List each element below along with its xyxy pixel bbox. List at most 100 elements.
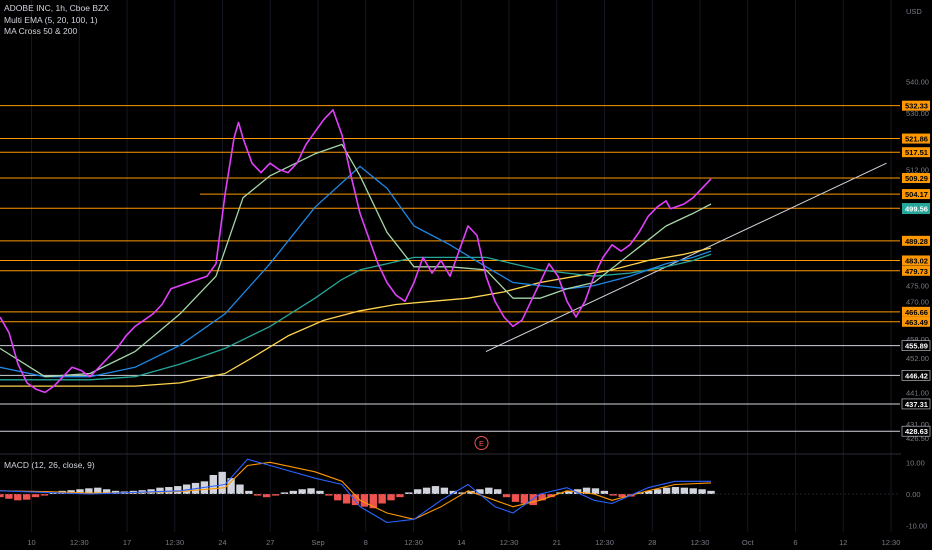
price-level-tag[interactable] <box>901 425 931 437</box>
price-level-tag-label: 532.33 <box>905 102 928 111</box>
macd-histogram-bar <box>209 475 217 494</box>
price-level-tag[interactable] <box>901 340 931 351</box>
earnings-marker-icon[interactable] <box>474 436 489 450</box>
macd-histogram-bar <box>369 494 377 509</box>
price-level-tag-label: 428.63 <box>905 427 928 436</box>
time-axis-tick-label: 21 <box>553 538 561 547</box>
macd-histogram-bar <box>94 487 102 494</box>
macd-histogram-bar <box>236 484 244 494</box>
trendline[interactable] <box>485 162 887 353</box>
price-axis-tick-label: 458.00 <box>906 335 929 344</box>
macd-histogram-bar <box>689 488 697 494</box>
macd-axis-tick-label: 0.00 <box>906 490 921 499</box>
price-level-tag-label: 479.73 <box>905 267 928 276</box>
time-axis-tick-label: 12 <box>839 538 847 547</box>
macd-axis-tick-label: -10.00 <box>906 522 927 531</box>
price-axis-tick-label: 470.00 <box>906 297 929 306</box>
price-level-tag[interactable] <box>902 133 930 144</box>
macd-histogram-bar <box>182 484 191 494</box>
macd-histogram-bar <box>476 489 484 494</box>
macd-histogram-bar <box>156 487 164 494</box>
macd-histogram-bar <box>334 494 342 501</box>
price-axis-tick-label: 540.00 <box>906 78 929 87</box>
macd-histogram-bar <box>422 487 431 494</box>
price-level-tag[interactable] <box>901 370 931 381</box>
time-axis-tick-label: 12:30 <box>595 538 614 547</box>
macd-histogram-bar <box>289 490 297 494</box>
macd-histogram-bar <box>298 489 306 494</box>
macd-histogram-bar <box>245 490 253 494</box>
time-axis-tick-label: Sep <box>311 538 324 547</box>
macd-histogram-bar <box>653 489 662 494</box>
macd-histogram-bar <box>707 490 715 494</box>
macd-histogram-bar <box>271 494 280 496</box>
price-level-tag[interactable] <box>902 255 930 266</box>
macd-histogram-bar <box>502 494 511 498</box>
time-axis-tick-label: 28 <box>648 538 656 547</box>
price-level-tag-label: 455.89 <box>905 342 928 351</box>
current-price-label: 499.56 <box>905 205 928 214</box>
price-level-tag[interactable] <box>902 306 930 317</box>
time-axis-tick-label: 12:30 <box>691 538 710 547</box>
macd-histogram-bar <box>396 494 404 498</box>
price-level-tag-label: 489.28 <box>905 237 928 246</box>
macd-histogram-bar <box>618 494 626 498</box>
macd-signal-line <box>0 461 712 520</box>
price-level-tag[interactable] <box>901 398 931 410</box>
price-level-tag[interactable] <box>902 173 930 184</box>
macd-histogram-bar <box>387 494 395 501</box>
price-axis-tick-label: 441.00 <box>906 388 929 397</box>
macd-histogram-bar <box>458 492 466 494</box>
macd-histogram-bar <box>342 494 351 504</box>
current-price-tag[interactable] <box>902 203 930 215</box>
price-level-tag-label: 509.29 <box>905 174 928 183</box>
time-axis-tick-label: 10 <box>27 538 35 547</box>
macd-histogram-bar <box>600 490 609 494</box>
macd-histogram-bar <box>280 492 289 494</box>
macd-histogram-bar <box>360 494 369 507</box>
price-level-tag[interactable] <box>902 100 930 111</box>
price-level-tag[interactable] <box>902 235 930 246</box>
earnings-marker-label: E <box>479 439 484 448</box>
price-level-tag[interactable] <box>902 316 930 327</box>
macd-histogram-bar <box>351 494 360 506</box>
price-level-tag[interactable] <box>902 265 930 276</box>
series-line-price-line <box>0 109 712 394</box>
macd-histogram-bar <box>529 494 537 506</box>
macd-histogram-bar <box>645 490 653 494</box>
time-axis-tick-label: 12:30 <box>70 538 89 547</box>
currency-label: USD <box>906 7 922 16</box>
macd-histogram-bar <box>218 471 226 494</box>
price-level-tag-label: 521.86 <box>905 135 928 144</box>
time-axis-tick-label: 24 <box>218 538 226 547</box>
price-level-tag[interactable] <box>902 189 930 200</box>
series-line-ema-slow <box>0 253 712 381</box>
macd-histogram-bar <box>538 494 546 501</box>
price-level-tag-label: 437.31 <box>905 400 928 409</box>
macd-histogram-bar <box>254 494 262 496</box>
macd-histogram-bar <box>485 487 493 494</box>
time-axis-tick-label: 8 <box>364 538 368 547</box>
price-axis-tick-label: 431.00 <box>906 420 929 429</box>
price-level-tag-label: 504.17 <box>905 190 928 199</box>
price-level-tag[interactable] <box>902 147 930 158</box>
macd-histogram-bar <box>591 488 600 494</box>
macd-histogram-bar <box>582 487 591 494</box>
macd-histogram-bar <box>440 487 449 494</box>
macd-histogram-bar <box>547 494 555 498</box>
macd-label[interactable]: MACD (12, 26, close, 9) <box>4 460 95 470</box>
macd-histogram-bar <box>494 489 502 494</box>
price-level-tag-label: 517.51 <box>905 148 928 157</box>
price-level-tag-label: 463.49 <box>905 318 928 327</box>
time-axis-tick-label: 27 <box>266 538 274 547</box>
price-axis-tick-label: 530.00 <box>906 109 929 118</box>
macd-histogram-bar <box>76 489 84 494</box>
price-level-tag-label: 466.66 <box>905 308 928 317</box>
macd-histogram-bar <box>22 494 31 500</box>
macd-histogram-bar <box>325 494 333 496</box>
price-level-tag-label: 446.42 <box>905 371 928 380</box>
time-axis-tick-label: 12:30 <box>165 538 184 547</box>
